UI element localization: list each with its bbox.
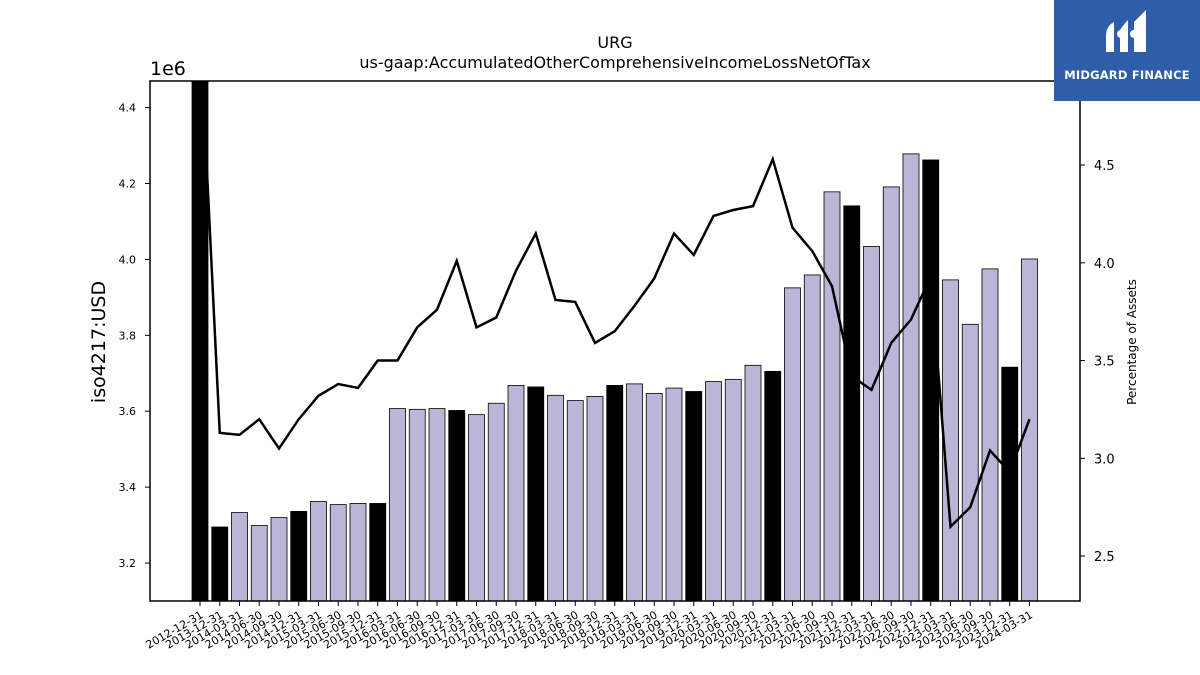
bar-2015-03-31 <box>310 501 327 602</box>
bar-2014-12-31 <box>290 511 308 602</box>
y2-tick-label: 3.0 <box>1094 452 1115 467</box>
bar-2022-12-31 <box>922 159 940 602</box>
y2-tick-label: 4.5 <box>1094 159 1115 174</box>
bar-2024-03-31 <box>1021 258 1038 602</box>
bar-2020-06-30 <box>724 378 742 602</box>
y-tick-label: 3.8 <box>119 329 137 342</box>
bars-layer <box>191 80 1038 602</box>
bar-2015-12-31 <box>369 503 387 602</box>
bar-2019-06-30 <box>645 392 663 602</box>
bar-2018-06-30 <box>566 400 584 602</box>
bar-2019-12-31 <box>685 391 703 602</box>
bar-2019-03-31 <box>626 383 643 602</box>
bar-2019-09-30 <box>665 387 683 602</box>
y2-axis-label: Percentage of Assets <box>1125 279 1139 405</box>
plot-frame <box>149 80 1081 602</box>
bar-2022-06-30 <box>882 186 900 602</box>
y-tick-label: 3.6 <box>119 405 137 418</box>
bar-2023-06-30 <box>961 323 979 602</box>
bar-2020-03-31 <box>705 381 722 602</box>
bar-2018-12-31 <box>606 385 624 602</box>
chart-subtitle: us-gaap:AccumulatedOtherComprehensiveInc… <box>359 53 870 72</box>
bar-2013-12-31 <box>211 526 229 602</box>
bar-2017-06-30 <box>487 402 505 602</box>
bar-2017-09-30 <box>507 385 525 602</box>
bar-2014-03-31 <box>231 512 248 602</box>
y-tick-label: 3.2 <box>119 557 137 570</box>
line-layer <box>201 81 1031 530</box>
y-tick-label: 4.0 <box>119 253 137 266</box>
y-tick-label: 3.4 <box>119 481 137 494</box>
y-tick-label: 4.2 <box>119 177 137 190</box>
bar-2020-12-31 <box>764 370 782 602</box>
bar-2016-03-31 <box>389 408 406 602</box>
y-offset-label: 1e6 <box>150 58 186 80</box>
bar-2018-03-31 <box>547 394 564 602</box>
logo-text: MIDGARD FINANCE <box>1064 68 1190 82</box>
y2-tick-label: 2.5 <box>1094 550 1115 565</box>
y2-tick-label: 3.5 <box>1094 355 1115 370</box>
bar-2017-03-31 <box>468 414 485 602</box>
bar-2022-09-30 <box>902 153 920 602</box>
logo-mark-icon <box>1106 10 1146 52</box>
bar-2015-09-30 <box>349 503 367 602</box>
bar-2021-06-30 <box>803 274 821 602</box>
bar-2016-06-30 <box>408 408 426 602</box>
bar-2015-06-30 <box>329 504 347 602</box>
bar-2021-12-31 <box>843 205 861 602</box>
bar-2017-12-31 <box>527 386 545 602</box>
y-tick-label: 4.4 <box>119 102 137 115</box>
y-axis-label: iso4217:USD <box>88 281 110 403</box>
y2-tick-label: 4.0 <box>1094 257 1115 272</box>
bar-2018-09-30 <box>586 396 604 602</box>
bar-2022-03-31 <box>863 246 880 602</box>
bar-2016-12-31 <box>448 410 466 602</box>
bar-2014-09-30 <box>270 517 288 602</box>
percentage-of-assets-line <box>201 81 1031 530</box>
y-ticks: 3.2 3.4 3.6 3.8 4.0 4.2 4.4 <box>119 102 150 570</box>
bar-2014-06-30 <box>250 525 268 602</box>
brand-logo: MIDGARD FINANCE <box>1054 0 1200 101</box>
bar-2020-09-30 <box>744 364 762 602</box>
chart-title: URG <box>597 33 632 52</box>
x-ticks: 2012-12-312013-12-312014-03-312014-06-30… <box>144 601 1035 652</box>
bar-2021-09-30 <box>823 191 841 602</box>
bar-2023-09-30 <box>981 268 999 602</box>
y2-ticks: 2.5 3.0 3.5 4.0 4.5 <box>1080 159 1115 565</box>
bar-2016-09-30 <box>428 408 446 602</box>
bar-2021-03-31 <box>784 287 801 602</box>
bar-2023-12-31 <box>1001 366 1019 602</box>
